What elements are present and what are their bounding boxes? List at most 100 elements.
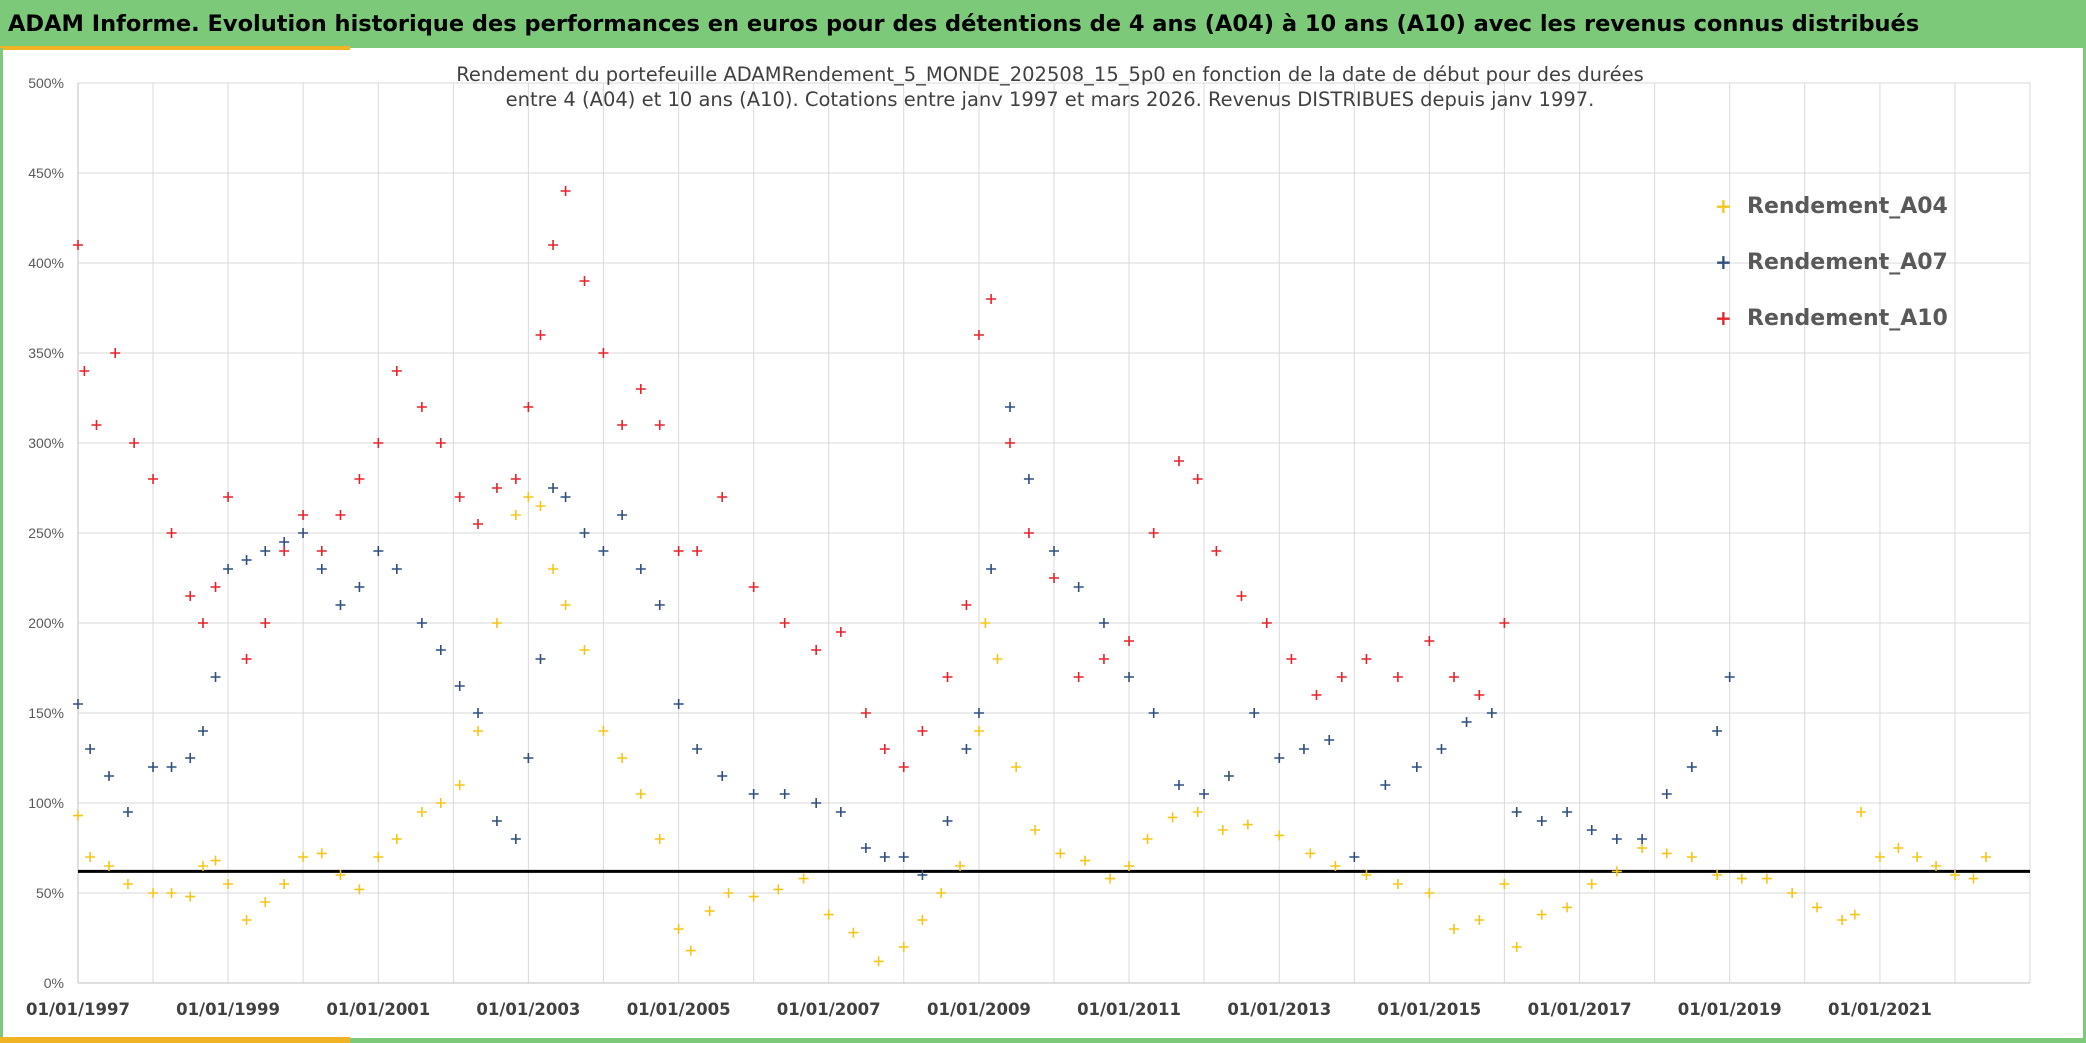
rendement-a07-point (673, 699, 684, 709)
rendement-a04-point (73, 810, 83, 821)
rendement-a04-point (704, 906, 715, 916)
rendement-a04-point (435, 798, 446, 808)
rendement-a10-point (129, 438, 140, 448)
rendement-a04-point (316, 848, 327, 859)
rendement-a07-point (185, 753, 196, 763)
rendement-a10-point (73, 240, 83, 250)
x-tick-label: 01/01/2011 (1077, 1000, 1181, 1019)
chart-title: Rendement du portefeuille ADAMRendement_… (300, 62, 1800, 112)
rendement-a10-point (1173, 456, 1184, 466)
rendement-a10-point (166, 528, 177, 538)
x-tick-label: 01/01/2005 (627, 1000, 731, 1019)
rendement-a10-point (435, 438, 446, 448)
rendement-a10-point (298, 510, 309, 520)
legend: + Rendement_A04 + Rendement_A07 + Rendement_A… (1715, 178, 1948, 346)
rendement-a10-point (185, 591, 196, 601)
rendement-a04-point (798, 873, 809, 884)
y-tick-label: 250% (28, 525, 64, 541)
rendement-a07-point (1124, 672, 1135, 682)
rendement-a07-point (654, 600, 665, 610)
rendement-a10-point (523, 402, 534, 412)
rendement-a04-point (1787, 888, 1798, 898)
rendement-a04-point (1562, 902, 1573, 913)
rendement-a04-point (1874, 852, 1885, 862)
rendement-a10-point (548, 240, 559, 250)
rendement-a10-point (1449, 672, 1460, 682)
rendement-a04-point (1080, 855, 1091, 866)
rendement-a10-point (110, 348, 121, 358)
x-tick-label: 01/01/2013 (1227, 1000, 1331, 1019)
rendement-a07-point (223, 564, 234, 574)
rendement-a04-point (1424, 888, 1435, 898)
rendement-a10-point (986, 294, 997, 304)
rendement-a07-point (279, 537, 290, 547)
rendement-a07-point (717, 771, 728, 781)
rendement-a07-point (1661, 789, 1672, 799)
rendement-a07-point (1411, 762, 1422, 772)
rendement-a04-point (166, 888, 177, 898)
rendement-a07-point (1274, 753, 1285, 763)
y-tick-label: 50% (36, 885, 64, 901)
rendement-a07-point (1199, 789, 1210, 799)
rendement-a04-point (579, 645, 590, 655)
x-tick-label: 01/01/2017 (1528, 1000, 1632, 1019)
rendement-a10-point (91, 420, 102, 430)
rendement-a07-point (1005, 402, 1016, 412)
rendement-a07-point (1586, 825, 1597, 835)
x-tick-label: 01/01/2021 (1828, 1000, 1932, 1019)
rendement-a07-point (298, 528, 309, 538)
rendement-a07-point (1611, 834, 1622, 844)
rendement-a07-point (1324, 735, 1335, 745)
rendement-a07-point (1298, 744, 1309, 754)
rendement-a07-point (1073, 582, 1084, 592)
rendement-a04-point (260, 897, 271, 907)
rendement-a07-point (391, 564, 402, 574)
rendement-a10-point (635, 384, 646, 394)
rendement-a04-point (391, 834, 402, 844)
rendement-a10-point (354, 474, 365, 484)
rendement-a07-point (1637, 834, 1648, 844)
rendement-a10-point (1124, 636, 1135, 646)
rendement-a07-point (210, 672, 221, 682)
rendement-a04-point (1856, 807, 1867, 817)
rendement-a10-point (148, 474, 159, 484)
rendement-a04-point (1274, 830, 1285, 841)
accent-stripe-bottom (0, 1037, 350, 1043)
rendement-a10-point (473, 519, 484, 529)
rendement-a10-point (1211, 546, 1222, 556)
rendement-a07-point (942, 816, 953, 826)
rendement-a10-point (1005, 438, 1016, 448)
rendement-a10-point (560, 186, 571, 196)
rendement-a07-point (835, 807, 846, 817)
rendement-a04-point (1931, 861, 1942, 871)
rendement-a10-point (1392, 672, 1403, 682)
rendement-a10-point (835, 627, 846, 637)
rendement-a10-point (210, 582, 221, 592)
rendement-a10-point (1474, 690, 1485, 700)
rendement-a10-point (1098, 654, 1109, 664)
rendement-a07-point (354, 582, 365, 592)
rendement-a10-point (1073, 672, 1084, 682)
rendement-a04-point (1192, 807, 1203, 817)
rendement-a04-point (1217, 825, 1228, 835)
rendement-a07-point (748, 789, 759, 799)
chart-title-line-2: entre 4 (A04) et 10 ans (A10). Cotations… (505, 88, 1595, 111)
rendement-a07-point (1536, 816, 1547, 826)
rendement-a07-point (579, 528, 590, 538)
rendement-a04-point (523, 492, 534, 502)
chart-title-line-1: Rendement du portefeuille ADAMRendement_… (456, 63, 1644, 86)
rendement-a04-point (560, 600, 571, 610)
rendement-a04-point (1105, 873, 1116, 884)
rendement-a04-point (748, 891, 759, 902)
rendement-a04-point (104, 861, 115, 871)
rendement-a10-point (898, 762, 909, 772)
rendement-a04-point (1124, 861, 1135, 871)
rendement-a07-point (598, 546, 609, 556)
rendement-a10-point (1361, 654, 1372, 664)
rendement-a10-point (1311, 690, 1322, 700)
rendement-a04-point (1499, 879, 1510, 889)
rendement-a07-point (898, 852, 909, 862)
rendement-a07-point (1724, 672, 1735, 682)
x-tick-label: 01/01/1999 (176, 1000, 280, 1019)
y-tick-label: 400% (28, 255, 64, 271)
